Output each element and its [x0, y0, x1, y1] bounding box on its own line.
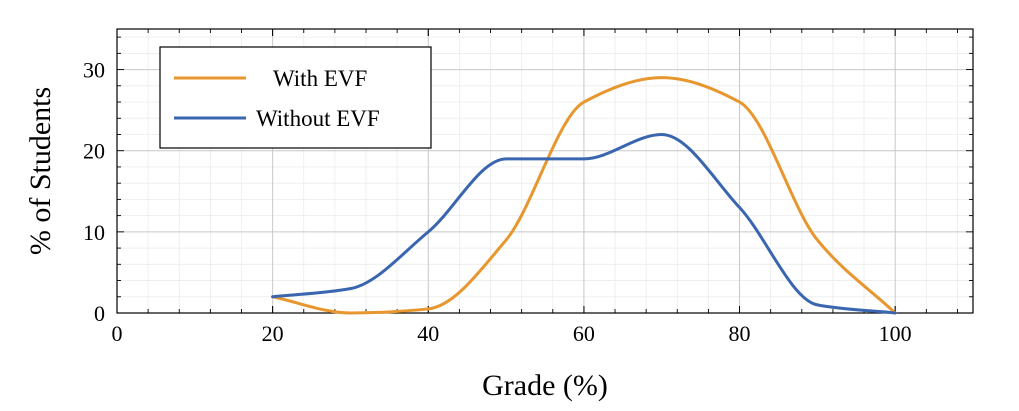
- series-line-with-evf: [271, 76, 897, 315]
- y-tick-label: 30: [83, 58, 105, 83]
- legend-label-without-evf: Without EVF: [256, 106, 380, 131]
- legend: With EVF Without EVF: [159, 46, 432, 149]
- y-tick-labels: 0 10 20 30: [83, 58, 105, 326]
- axis-ticks: [116, 29, 973, 314]
- x-tick-label: 0: [112, 321, 123, 346]
- x-tick-label: 20: [262, 321, 284, 346]
- x-tick-label: 60: [573, 321, 595, 346]
- y-tick-label: 10: [83, 220, 105, 245]
- legend-box: [159, 46, 432, 149]
- y-axis-title: % of Students: [24, 87, 57, 255]
- legend-label-with-evf: With EVF: [273, 66, 367, 91]
- series-layer: [271, 76, 897, 315]
- y-tick-label: 0: [94, 301, 105, 326]
- x-tick-label: 100: [879, 321, 912, 346]
- x-tick-labels: 0 20 40 60 80 100: [112, 321, 912, 346]
- x-axis-title: Grade (%): [482, 369, 608, 402]
- series-line-without-evf: [271, 132, 897, 315]
- plot-frame: [116, 28, 974, 314]
- y-tick-label: 20: [83, 139, 105, 164]
- x-tick-label: 80: [729, 321, 751, 346]
- x-tick-label: 40: [417, 321, 439, 346]
